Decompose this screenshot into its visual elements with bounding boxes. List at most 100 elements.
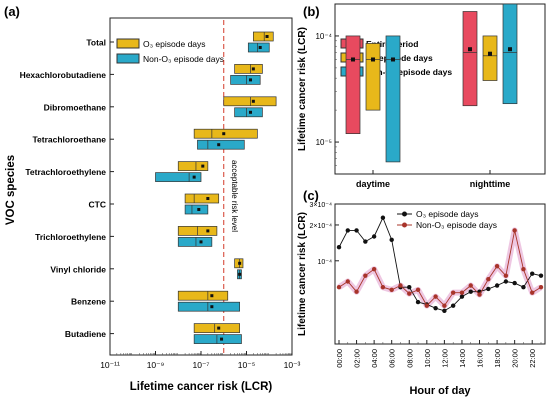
panel-a-category-label: Tetrachloroethylene [25, 167, 106, 177]
panel-c-point-o3 [468, 289, 473, 294]
legend-marker-non-o3-c [402, 222, 407, 228]
panel-c-xtick-label: 14:00 [458, 349, 467, 368]
panel-a-ylabel: VOC species [5, 155, 17, 225]
panel-c-point-o3 [486, 286, 491, 292]
panel-c-xtick-label: 08:00 [405, 349, 414, 368]
panel-a-box-mean [206, 197, 210, 200]
panel-a-legend: O₃ episode days Non-O₃ episode days [116, 38, 224, 64]
panel-c-point-o3 [530, 271, 535, 276]
panel-c-point-non-o3 [494, 264, 500, 269]
panel-b-box [365, 43, 381, 111]
panel-c-legend: O₃ episode days Non-O₃ episode days [397, 209, 497, 230]
panel-c-non-o3-halo [337, 227, 543, 309]
panel-c-point-non-o3 [363, 273, 368, 278]
panel-a-box-non-o3 [197, 139, 245, 150]
panel-a-box-mean [249, 110, 253, 114]
panel-b-box-mean [488, 51, 492, 56]
panel-c-xtick-label: 22:00 [528, 349, 537, 368]
panel-a-xtick-label: 10⁻³ [284, 360, 301, 370]
panel-c-point-non-o3 [486, 277, 491, 282]
panel-a-box-mean [238, 261, 242, 265]
panel-c-xtick-label: 12:00 [440, 349, 449, 368]
panel-c-point-non-o3 [468, 283, 473, 288]
panel-a-box-non-o3 [184, 204, 209, 215]
panel-a-box-mean [197, 208, 201, 211]
panel-a-box-mean [201, 164, 205, 168]
panel-c-xtick-label: 18:00 [493, 349, 502, 368]
panel-a-box-o3 [184, 193, 220, 204]
legend-label-non-o3-c: Non-O₃ episode days [416, 220, 497, 230]
panel-a-box-non-o3 [155, 172, 202, 182]
panel-c-point-non-o3 [354, 289, 359, 294]
panel-c-point-o3 [415, 299, 421, 305]
panel-c-xlabel: Hour of day [409, 385, 471, 397]
panel-a-box-mean [251, 99, 255, 103]
panel-a-box-mean [249, 78, 253, 82]
panel-c-xtick-label: 02:00 [353, 349, 362, 368]
panel-a-category-label: Butadiene [65, 329, 106, 339]
panel-c-point-non-o3 [433, 294, 438, 299]
panel-c-point-non-o3 [336, 285, 342, 290]
panel-c-point-o3 [433, 305, 438, 311]
panel-a-box-mean [192, 175, 196, 179]
panel-c-point-o3 [442, 308, 447, 314]
panel-a: Lifetime cancer risk (LCR) VOC species O… [5, 17, 301, 393]
panel-a-xtick-label: 10⁻⁷ [192, 360, 209, 370]
panel-c-frame [334, 203, 546, 345]
panel-c-point-non-o3 [371, 266, 377, 272]
panel-c-point-o3 [494, 283, 500, 288]
panel-a-category-label: Trichloroethylene [35, 232, 106, 242]
panel-b-ytick-label: 10⁻⁴ [315, 32, 332, 41]
panel-a-box-o3 [234, 64, 263, 74]
panel-b-ylabel: Lifetime cancer risk (LCR) [297, 27, 308, 151]
legend-label-o3-c: O₃ episode days [416, 209, 479, 219]
panel-c-point-o3 [363, 239, 368, 244]
legend-swatch-non-o3 [116, 53, 140, 64]
panel-c-point-non-o3 [521, 266, 526, 272]
panel-c-xtick-label: 20:00 [511, 349, 520, 368]
panel-a-box-o3 [252, 31, 274, 42]
panel-c-point-non-o3 [459, 290, 465, 295]
panel-b-box-mean [371, 57, 375, 62]
panel-a-box-non-o3 [230, 75, 261, 85]
panel-c-point-o3 [371, 234, 377, 239]
panel-b-box-mean [508, 47, 512, 52]
legend-marker-o3-c [402, 211, 407, 217]
panel-a-category-label: CTC [89, 200, 106, 210]
panel-b-box [345, 35, 361, 135]
panel-a-box-mean [217, 326, 221, 330]
panel-a-box-o3 [193, 323, 241, 333]
panel-a-category-label: Vinyl chloride [50, 264, 106, 274]
panel-c-point-non-o3 [407, 291, 412, 296]
panel-a-xtick-label: 10⁻⁵ [238, 360, 255, 370]
panel-label-c: (c) [303, 188, 319, 203]
panel-a-category-label: Total [86, 38, 106, 48]
panel-a-box-non-o3 [177, 301, 241, 312]
panel-c-point-o3 [354, 228, 359, 233]
panel-c-ytick-label: 3×10⁻⁴ [310, 202, 332, 209]
panel-c-point-non-o3 [345, 279, 350, 284]
legend-label-non-o3-b: Non-O₃ episode days [366, 67, 452, 77]
panel-a-box-mean [206, 229, 210, 233]
panel-c-point-non-o3 [442, 303, 447, 308]
panel-a-category-label: Benzene [71, 297, 106, 307]
panel-label-a: (a) [4, 4, 20, 19]
panel-b-box [502, 3, 518, 105]
panel-c-point-non-o3 [503, 273, 509, 278]
panel-c-point-non-o3 [450, 290, 456, 295]
panel-a-box-mean [217, 143, 221, 147]
panel-a-box-non-o3 [234, 107, 263, 118]
legend-label-non-o3: Non-O₃ episode days [143, 54, 224, 64]
panel-b: Lifetime cancer risk (LCR) Entire period… [297, 3, 546, 189]
panel-a-category-label: Tetrachloroethane [32, 135, 106, 145]
panel-c-point-non-o3 [538, 285, 544, 290]
panel-a-xtick-label: 10⁻¹¹ [100, 360, 120, 370]
panel-a-box-mean [265, 35, 269, 38]
panel-c-point-non-o3 [389, 287, 394, 293]
panel-c-point-o3 [336, 245, 342, 250]
panel-b-category-label: daytime [356, 179, 390, 189]
panel-a-box-o3 [177, 290, 229, 301]
panel-c-ylabel: Lifetime cancer risk (LCR) [297, 212, 308, 336]
